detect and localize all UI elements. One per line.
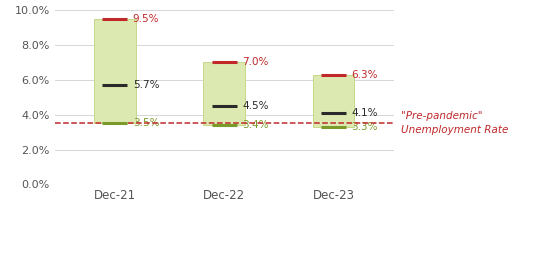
Bar — [203, 62, 245, 125]
Text: 4.5%: 4.5% — [242, 101, 269, 111]
Text: 4.1%: 4.1% — [352, 108, 378, 118]
Text: 3.5%: 3.5% — [133, 118, 159, 129]
Bar — [94, 19, 136, 123]
Text: 7.0%: 7.0% — [242, 57, 269, 68]
Text: 3.3%: 3.3% — [352, 122, 378, 132]
Text: 3.4%: 3.4% — [242, 120, 269, 130]
Text: Unemployment Rate: Unemployment Rate — [401, 125, 509, 135]
Text: 5.7%: 5.7% — [133, 80, 159, 90]
Text: "Pre-pandemic": "Pre-pandemic" — [401, 111, 483, 121]
Text: 6.3%: 6.3% — [352, 70, 378, 80]
Text: 9.5%: 9.5% — [133, 14, 159, 24]
Bar — [313, 75, 354, 127]
